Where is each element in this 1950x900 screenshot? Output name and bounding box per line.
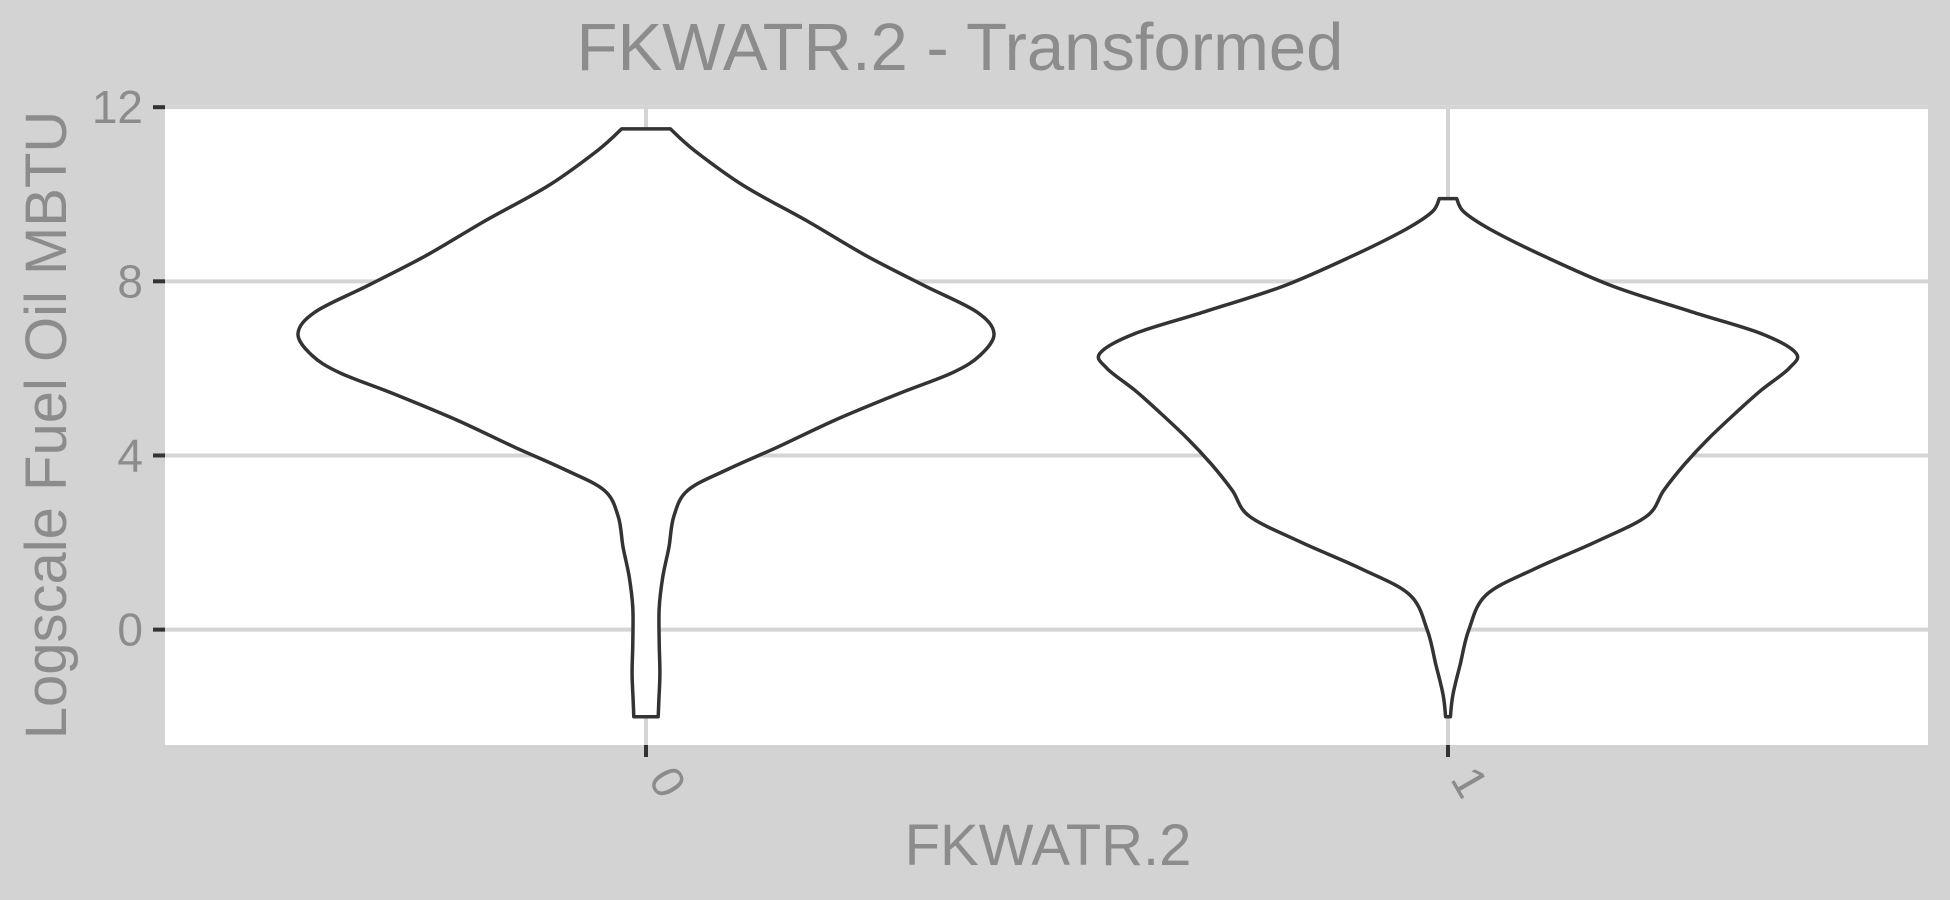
y-tick-label: 12 bbox=[92, 81, 143, 133]
y-tick-label: 8 bbox=[117, 255, 143, 307]
chart-title: FKWATR.2 - Transformed bbox=[577, 10, 1344, 85]
y-tick-label: 0 bbox=[117, 604, 143, 656]
y-axis-title: Logscale Fuel Oil MBTU bbox=[14, 111, 79, 740]
x-axis-title: FKWATR.2 bbox=[905, 813, 1192, 878]
y-tick-label: 4 bbox=[117, 429, 143, 481]
